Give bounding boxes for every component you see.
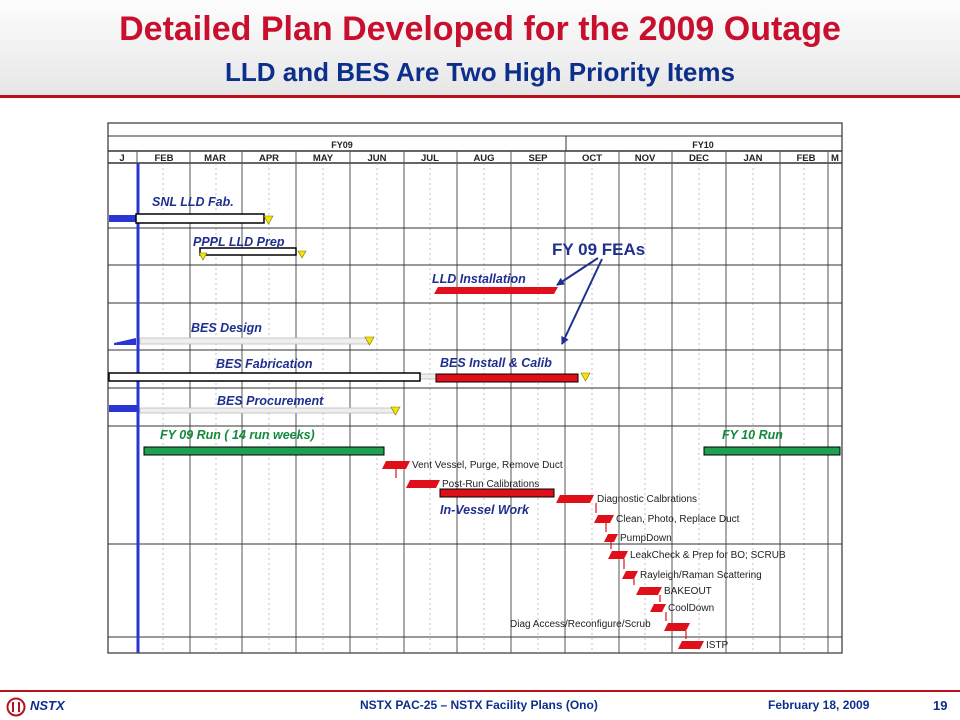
month-label: JUN xyxy=(367,153,386,164)
outage-step-bar xyxy=(406,480,440,488)
milestone-icon xyxy=(390,406,401,416)
slide-title: Detailed Plan Developed for the 2009 Out… xyxy=(119,10,841,48)
task-label-fy10-run: FY 10 Run xyxy=(722,428,783,442)
milestone-icon xyxy=(263,215,274,225)
lld-installation-bar xyxy=(434,287,558,294)
callout-arrow-icon xyxy=(561,258,603,345)
task-label-snl-lld-fab: SNL LLD Fab. xyxy=(152,195,234,209)
outage-step-bar xyxy=(650,604,666,612)
outage-step-label: Diag Access/Reconfigure/Scrub xyxy=(510,619,651,630)
header-rule xyxy=(0,95,960,98)
footer-org: NSTX xyxy=(30,698,65,713)
month-label: AUG xyxy=(473,153,494,164)
outage-step-label: BAKEOUT xyxy=(664,586,712,597)
task-label-bes-design: BES Design xyxy=(191,321,262,335)
footer-meeting: NSTX PAC-25 – NSTX Facility Plans (Ono) xyxy=(360,698,598,712)
month-label: APR xyxy=(259,153,279,164)
task-label-bes-procurement: BES Procurement xyxy=(217,394,324,408)
bes-fabrication-bar xyxy=(108,372,421,382)
bes-install-calib-bar xyxy=(435,373,579,383)
month-label: MAR xyxy=(204,153,226,164)
task-label-bes-fabrication: BES Fabrication xyxy=(216,357,313,371)
outage-step-bar xyxy=(604,534,618,542)
outage-step-bar xyxy=(636,587,662,595)
outage-step-bar xyxy=(556,495,594,503)
fy10-run-bar xyxy=(703,446,841,456)
month-label: OCT xyxy=(582,153,602,164)
month-label: JUL xyxy=(421,153,439,164)
month-label: J xyxy=(119,153,124,164)
outage-step-label: LeakCheck & Prep for BO; SCRUB xyxy=(630,550,786,561)
month-label: FEB xyxy=(797,153,816,164)
fy10-label: FY10 xyxy=(692,140,714,150)
task-label-bes-install-calib: BES Install & Calib xyxy=(440,356,552,370)
month-label: SEP xyxy=(528,153,548,164)
task-label-fy09-run: FY 09 Run ( 14 run weeks) xyxy=(160,428,315,442)
month-label: DEC xyxy=(689,153,709,164)
progress-stubs xyxy=(109,215,137,412)
month-label: M xyxy=(831,153,839,164)
outage-step-label: Diagnostic Calbrations xyxy=(597,494,697,505)
fy09-label: FY09 xyxy=(331,140,353,150)
outage-step-label: Rayleigh/Raman Scattering xyxy=(640,570,762,581)
milestone-icon xyxy=(364,336,375,346)
footer-rule xyxy=(0,690,960,692)
outage-step-bar xyxy=(664,623,690,631)
month-label: JAN xyxy=(743,153,762,164)
task-label-in-vessel-work: In-Vessel Work xyxy=(440,503,530,517)
outage-step-label: CoolDown xyxy=(668,603,714,614)
dependency-links xyxy=(395,469,687,639)
title-banner xyxy=(0,0,960,96)
page-number: 19 xyxy=(933,698,948,713)
outage-step-label: ISTP xyxy=(706,640,729,651)
outage-step-bar xyxy=(594,515,614,523)
snl-lld-fab-bar xyxy=(135,213,265,224)
outage-step-bar xyxy=(382,461,410,469)
outage-step-bar xyxy=(678,641,704,649)
fy09-run-bar xyxy=(143,446,385,456)
in-vessel-work-bar xyxy=(439,488,555,498)
fea-callout: FY 09 FEAs xyxy=(552,240,645,259)
footer-date: February 18, 2009 xyxy=(768,698,870,712)
month-label: NOV xyxy=(635,153,656,164)
slide-subtitle: LLD and BES Are Two High Priority Items xyxy=(225,57,735,87)
outage-step-label: PumpDown xyxy=(620,533,672,544)
outage-step-bar xyxy=(608,551,628,559)
pppl-lld-prep-bar xyxy=(199,247,297,256)
callout-arrow-icon xyxy=(556,257,599,286)
month-label: MAY xyxy=(313,153,334,164)
row-dividers xyxy=(108,227,842,638)
milestone-icon xyxy=(297,250,307,259)
milestone-icon xyxy=(198,252,208,261)
task-label-pppl-lld-prep: PPPL LLD Prep xyxy=(193,235,285,249)
milestone-icon xyxy=(580,372,591,382)
outage-step-label: Post-Run Calibrations xyxy=(442,479,539,490)
task-label-lld-installation: LLD Installation xyxy=(432,272,526,286)
nstx-logo-icon xyxy=(6,697,26,717)
outage-step-label: Vent Vessel, Purge, Remove Duct xyxy=(412,460,563,471)
outage-step-label: Clean, Photo, Replace Duct xyxy=(616,514,740,525)
month-label: FEB xyxy=(155,153,174,164)
outage-step-bar xyxy=(622,571,638,579)
